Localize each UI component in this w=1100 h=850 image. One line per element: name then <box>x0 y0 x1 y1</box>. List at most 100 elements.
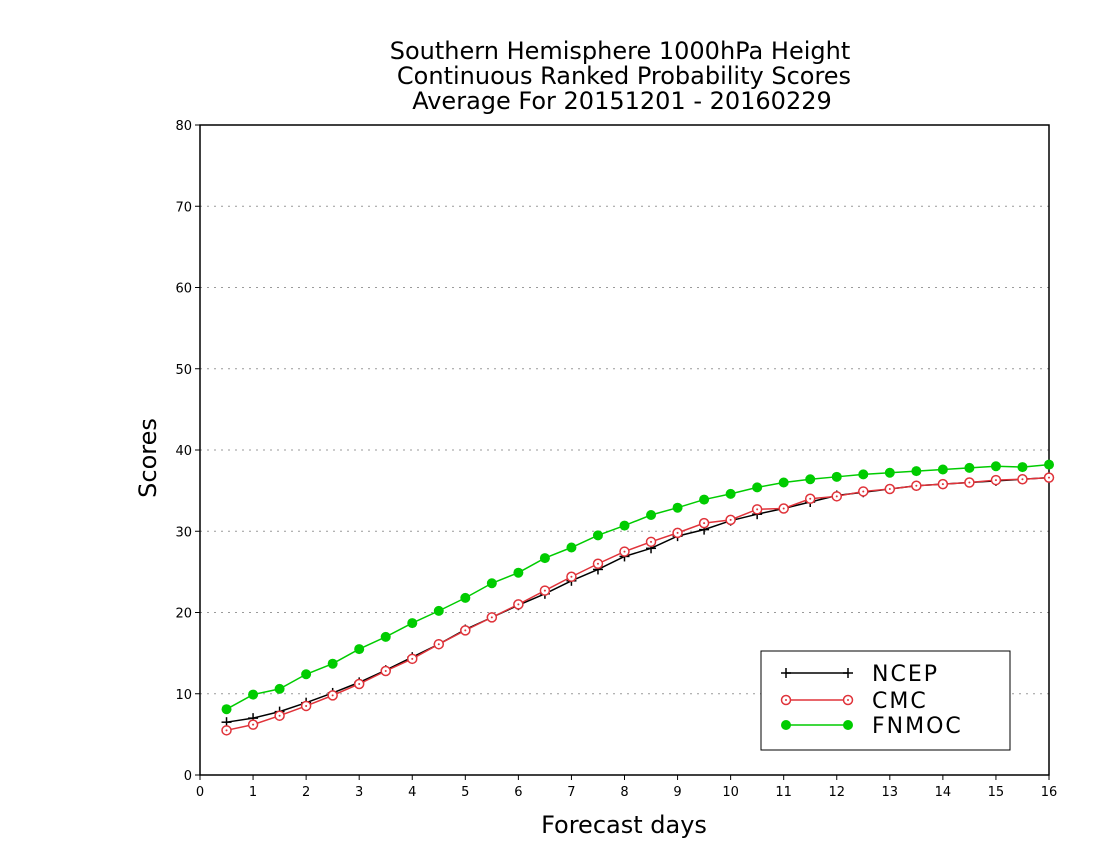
data-point <box>433 638 445 650</box>
data-point <box>248 689 259 700</box>
x-tick-label: 16 <box>1041 785 1058 800</box>
data-point <box>699 494 710 505</box>
title-line-3: Average For 20151201 - 20160229 <box>412 87 832 115</box>
legend-marker <box>843 720 853 730</box>
x-tick-label: 5 <box>461 785 469 800</box>
data-point <box>698 517 710 529</box>
x-tick-label: 4 <box>408 785 416 800</box>
y-axis-title: Scores <box>134 418 162 498</box>
y-tick-label: 60 <box>175 282 192 297</box>
x-tick-label: 1 <box>249 785 257 800</box>
data-point <box>858 486 869 497</box>
data-point <box>274 683 285 694</box>
legend-entry-fnmoc: FNMOC <box>781 714 963 739</box>
x-tick-label: 6 <box>514 785 522 800</box>
data-point <box>751 504 763 515</box>
data-point <box>380 665 391 677</box>
data-point <box>619 520 630 531</box>
y-tick-label: 0 <box>184 769 192 784</box>
x-tick-label: 14 <box>935 785 952 800</box>
data-point <box>460 592 471 603</box>
x-axis-title: Forecast days <box>541 811 707 839</box>
x-tick-label: 0 <box>196 785 204 800</box>
data-point <box>858 469 869 480</box>
legend-label: CMC <box>872 689 928 714</box>
data-point <box>513 567 524 578</box>
data-point <box>831 471 842 482</box>
data-point <box>301 669 312 680</box>
data-point <box>619 546 630 557</box>
legend-marker <box>842 694 854 706</box>
data-point <box>300 700 312 712</box>
data-point <box>911 466 922 477</box>
legend-label: FNMOC <box>872 714 963 739</box>
x-tick-label: 13 <box>882 785 899 800</box>
data-point <box>1017 474 1028 485</box>
data-point <box>327 658 338 669</box>
legend-marker <box>781 668 791 678</box>
data-point <box>831 491 842 502</box>
data-point <box>1043 472 1055 483</box>
legend-entry-cmc: CMC <box>780 689 928 714</box>
data-point <box>486 578 497 589</box>
gridlines <box>200 205 1049 695</box>
data-point <box>778 503 789 514</box>
data-point <box>380 631 391 642</box>
y-tick-label: 50 <box>175 363 192 378</box>
data-point <box>566 542 577 553</box>
x-tick-label: 7 <box>567 785 575 800</box>
data-point <box>407 618 418 629</box>
title-line-1: Southern Hemisphere 1000hPa Height <box>390 37 850 65</box>
data-point <box>513 599 524 610</box>
data-point <box>592 558 604 569</box>
series-fnmoc <box>221 459 1054 715</box>
data-point <box>539 585 551 596</box>
x-tick-label: 12 <box>828 785 845 800</box>
data-point <box>221 704 232 715</box>
data-point <box>672 502 683 513</box>
data-point <box>353 678 365 690</box>
x-tick-label: 2 <box>302 785 310 800</box>
x-tick-label: 3 <box>355 785 363 800</box>
data-point <box>539 553 550 564</box>
data-point <box>911 480 922 491</box>
legend-entry-ncep: NCEP <box>781 662 939 687</box>
y-tick-label: 40 <box>175 444 192 459</box>
data-point <box>725 514 736 526</box>
data-point <box>327 690 338 701</box>
title-line-2: Continuous Ranked Probability Scores <box>397 62 851 90</box>
x-tick-label: 10 <box>722 785 739 800</box>
data-point <box>274 710 285 721</box>
series-layer <box>221 459 1055 736</box>
data-point <box>1044 459 1054 470</box>
x-tick-label: 11 <box>775 785 792 800</box>
legend-label: NCEP <box>872 662 939 687</box>
legend-marker <box>780 694 792 706</box>
x-tick-label: 8 <box>620 785 628 800</box>
y-tick-label: 10 <box>175 688 192 703</box>
data-point <box>937 464 948 475</box>
data-point <box>990 474 1002 486</box>
data-point <box>645 536 657 548</box>
legend-marker <box>781 720 791 730</box>
series-cmc <box>221 472 1055 736</box>
data-point <box>486 612 498 623</box>
data-point <box>964 462 975 473</box>
y-tick-label: 30 <box>175 525 192 540</box>
data-point <box>672 527 683 539</box>
y-tick-label: 80 <box>175 119 192 134</box>
data-point <box>964 477 975 488</box>
data-point <box>804 493 816 504</box>
data-point <box>646 510 657 520</box>
data-point <box>937 478 949 490</box>
data-point <box>725 488 736 499</box>
chart-title: Southern Hemisphere 1000hPa Height Conti… <box>390 37 851 115</box>
data-point <box>247 719 259 730</box>
data-point <box>990 461 1001 472</box>
x-tick-label: 9 <box>673 785 681 800</box>
data-point <box>805 474 816 485</box>
y-tick-label: 70 <box>175 200 192 215</box>
